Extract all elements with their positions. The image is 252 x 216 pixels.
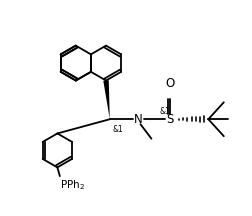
- Text: S: S: [167, 113, 174, 126]
- Text: N: N: [134, 113, 143, 126]
- Text: PPh$_2$: PPh$_2$: [60, 178, 85, 192]
- Text: &1: &1: [160, 107, 171, 116]
- Text: O: O: [166, 77, 175, 90]
- Text: &1: &1: [113, 125, 123, 134]
- Polygon shape: [103, 80, 110, 119]
